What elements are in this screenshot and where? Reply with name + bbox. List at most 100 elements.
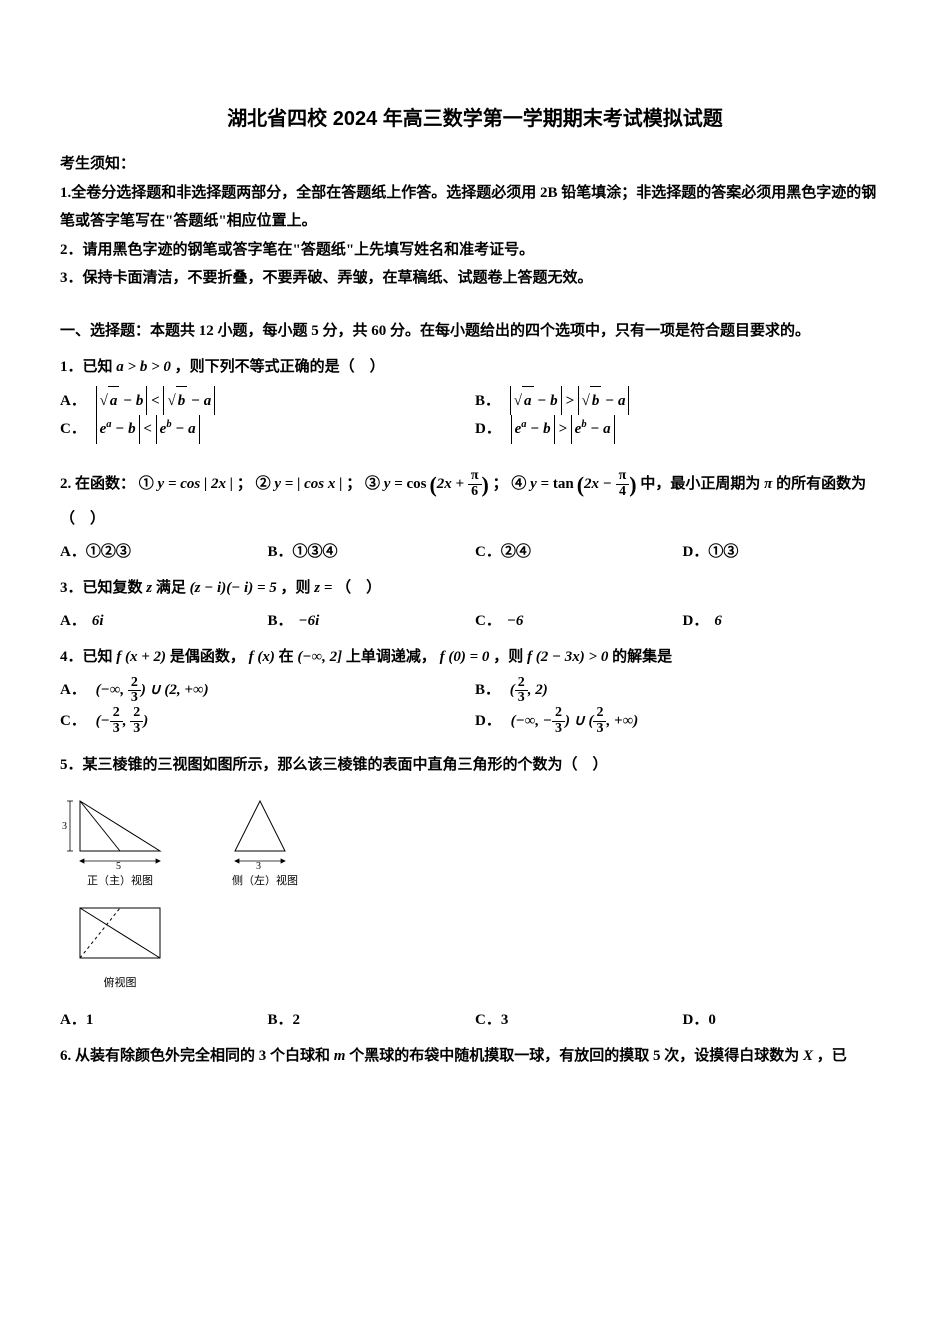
question-5: 5．某三棱锥的三视图如图所示，那么该三棱锥的表面中直角三角形的个数为（ ） — [60, 751, 890, 780]
q5-option-a: A．1 — [60, 1006, 268, 1035]
q1-stem-pre: 1．已知 — [60, 359, 116, 375]
circled-4: ④ — [511, 476, 526, 492]
top-view-caption: 俯视图 — [60, 973, 180, 994]
q4-mid4: ，则 — [493, 649, 527, 665]
question-1: 1．已知 a > b > 0 ，则下列不等式正确的是（ ） — [60, 353, 890, 382]
q2-options: A．①②③ B．①③④ C．②④ D．①③ — [60, 538, 890, 567]
sep: ； — [237, 476, 252, 492]
notice-item: 2．请用黑色字迹的钢笔或答字笔在"答题纸"上先填写姓名和准考证号。 — [60, 236, 890, 265]
q3-z: z — [146, 580, 152, 596]
q2-stem-post: 中，最小正周期为 — [640, 476, 764, 492]
circled-1: ① — [139, 476, 154, 492]
q4-option-a: A． (−∞, 23) ∪ (2, +∞) — [60, 676, 475, 706]
q1-option-b: B． a − b > b − a — [475, 386, 890, 416]
q6-pre: 6. 从装有除颜色外完全相同的 3 个白球和 — [60, 1048, 334, 1064]
q4-mid3: 上单调递减， — [346, 649, 436, 665]
option-label: B． — [475, 393, 500, 409]
q2-option-c: C．②④ — [475, 538, 683, 567]
circled-2: ② — [256, 476, 271, 492]
q2-func3: y = cos (2x + π6) — [384, 476, 493, 492]
front-and-top: 3 5 正（主）视图 俯视图 — [60, 791, 180, 994]
q1-option-d: D． ea − b > eb − a — [475, 415, 890, 444]
circled-3: ③ — [365, 476, 380, 492]
option-label: B． — [475, 682, 500, 698]
sep: ； — [346, 476, 361, 492]
q5-option-b: B．2 — [268, 1006, 476, 1035]
q5-three-views: 3 5 正（主）视图 俯视图 — [60, 791, 890, 994]
q4-interval: (−∞, 2] — [297, 649, 342, 665]
q2-func4: y = tan (2x − π4) — [530, 476, 640, 492]
option-label: B． — [268, 613, 293, 629]
option-label: A． — [60, 682, 86, 698]
q2-func2: y = | cos x | — [274, 476, 342, 492]
q6-mid: 个黑球的布袋中随机摸取一球，有放回的摸取 5 次，设摸得白球数为 — [349, 1048, 803, 1064]
q6-post: ，已 — [817, 1048, 847, 1064]
q1-options: A． a − b < b − a B． a − b > b − a C． ea … — [60, 386, 890, 444]
q3-options: A． 6i B． −6i C．−6 D． 6 — [60, 607, 890, 636]
option-label: D． — [683, 613, 709, 629]
option-value: −6i — [299, 613, 320, 629]
q2-option-d: D．①③ — [683, 538, 891, 567]
q4-f1: f (x + 2) — [116, 649, 166, 665]
q1-option-a: A． a − b < b − a — [60, 386, 475, 416]
q4-option-c: C． (−23, 23) — [60, 706, 475, 736]
side-view-block: 3 侧（左）视图 — [220, 791, 310, 892]
q3-option-c: C．−6 — [475, 607, 683, 636]
page-title: 湖北省四校 2024 年高三数学第一学期期末考试模拟试题 — [60, 100, 890, 138]
svg-text:3: 3 — [256, 861, 261, 871]
top-view-svg — [60, 898, 180, 973]
q4-f2: f (x) — [249, 649, 275, 665]
option-label: A． — [60, 393, 86, 409]
option-label: C． — [60, 713, 86, 729]
option-label: D． — [475, 421, 501, 437]
front-view-svg: 3 5 — [60, 791, 180, 871]
q4-f0: f (0) = 0 — [440, 649, 490, 665]
section-intro: 一、选择题：本题共 12 小题，每小题 5 分，共 60 分。在每小题给出的四个… — [60, 317, 890, 346]
q3-tail: （ ） — [336, 580, 381, 596]
svg-text:5: 5 — [116, 861, 121, 871]
option-value: −6 — [507, 613, 524, 629]
option-value: 6i — [92, 613, 104, 629]
notice-item: 3．保持卡面清洁，不要折叠，不要弄破、弄皱，在草稿纸、试题卷上答题无效。 — [60, 264, 890, 293]
sep: ； — [493, 476, 508, 492]
q4-tail: 的解集是 — [612, 649, 672, 665]
q1-condition: a > b > 0 — [116, 359, 171, 375]
q2-stem-pre: 2. 在函数： — [60, 476, 135, 492]
q5-options: A．1 B．2 C．3 D．0 — [60, 1006, 890, 1035]
front-view-caption: 正（主）视图 — [60, 871, 180, 892]
q3-eq: (z − i)(− i) = 5 — [190, 580, 277, 596]
q6-m: m — [334, 1048, 346, 1064]
option-label: C． — [60, 421, 86, 437]
q3-option-d: D． 6 — [683, 607, 891, 636]
side-view-caption: 侧（左）视图 — [220, 871, 310, 892]
q4-mid2: 在 — [279, 649, 298, 665]
option-label: D． — [475, 713, 501, 729]
option-value: 6 — [714, 613, 722, 629]
question-4: 4．已知 f (x + 2) 是偶函数， f (x) 在 (−∞, 2] 上单调… — [60, 643, 890, 672]
side-view-svg: 3 — [220, 791, 310, 871]
question-2: 2. 在函数： ① y = cos | 2x | ； ② y = | cos x… — [60, 464, 890, 534]
q3-option-b: B． −6i — [268, 607, 476, 636]
q2-func1: y = cos | 2x | — [158, 476, 234, 492]
q2-option-b: B．①③④ — [268, 538, 476, 567]
q3-post: ，则 — [281, 580, 315, 596]
pi-symbol: π — [764, 476, 772, 492]
q4-pre: 4．已知 — [60, 649, 116, 665]
q5-option-d: D．0 — [683, 1006, 891, 1035]
option-label: A． — [60, 613, 86, 629]
question-6: 6. 从装有除颜色外完全相同的 3 个白球和 m 个黑球的布袋中随机摸取一球，有… — [60, 1042, 890, 1071]
q4-option-b: B． (23, 2) — [475, 676, 890, 706]
q2-option-a: A．①②③ — [60, 538, 268, 567]
q4-options: A． (−∞, 23) ∪ (2, +∞) B． (23, 2) C． (−23… — [60, 676, 890, 737]
q3-option-a: A． 6i — [60, 607, 268, 636]
q4-mid1: 是偶函数， — [170, 649, 245, 665]
q3-mid: 满足 — [156, 580, 190, 596]
q3-stem-pre: 3．已知复数 — [60, 580, 146, 596]
q1-option-c: C． ea − b < eb − a — [60, 415, 475, 444]
q1-stem-post: ，则下列不等式正确的是（ ） — [175, 359, 385, 375]
q3-zeq: z = — [314, 580, 332, 596]
question-3: 3．已知复数 z 满足 (z − i)(− i) = 5 ，则 z = （ ） — [60, 574, 890, 603]
q6-X: X — [803, 1048, 813, 1064]
notice-header: 考生须知： — [60, 150, 890, 179]
svg-text:3: 3 — [62, 821, 67, 832]
